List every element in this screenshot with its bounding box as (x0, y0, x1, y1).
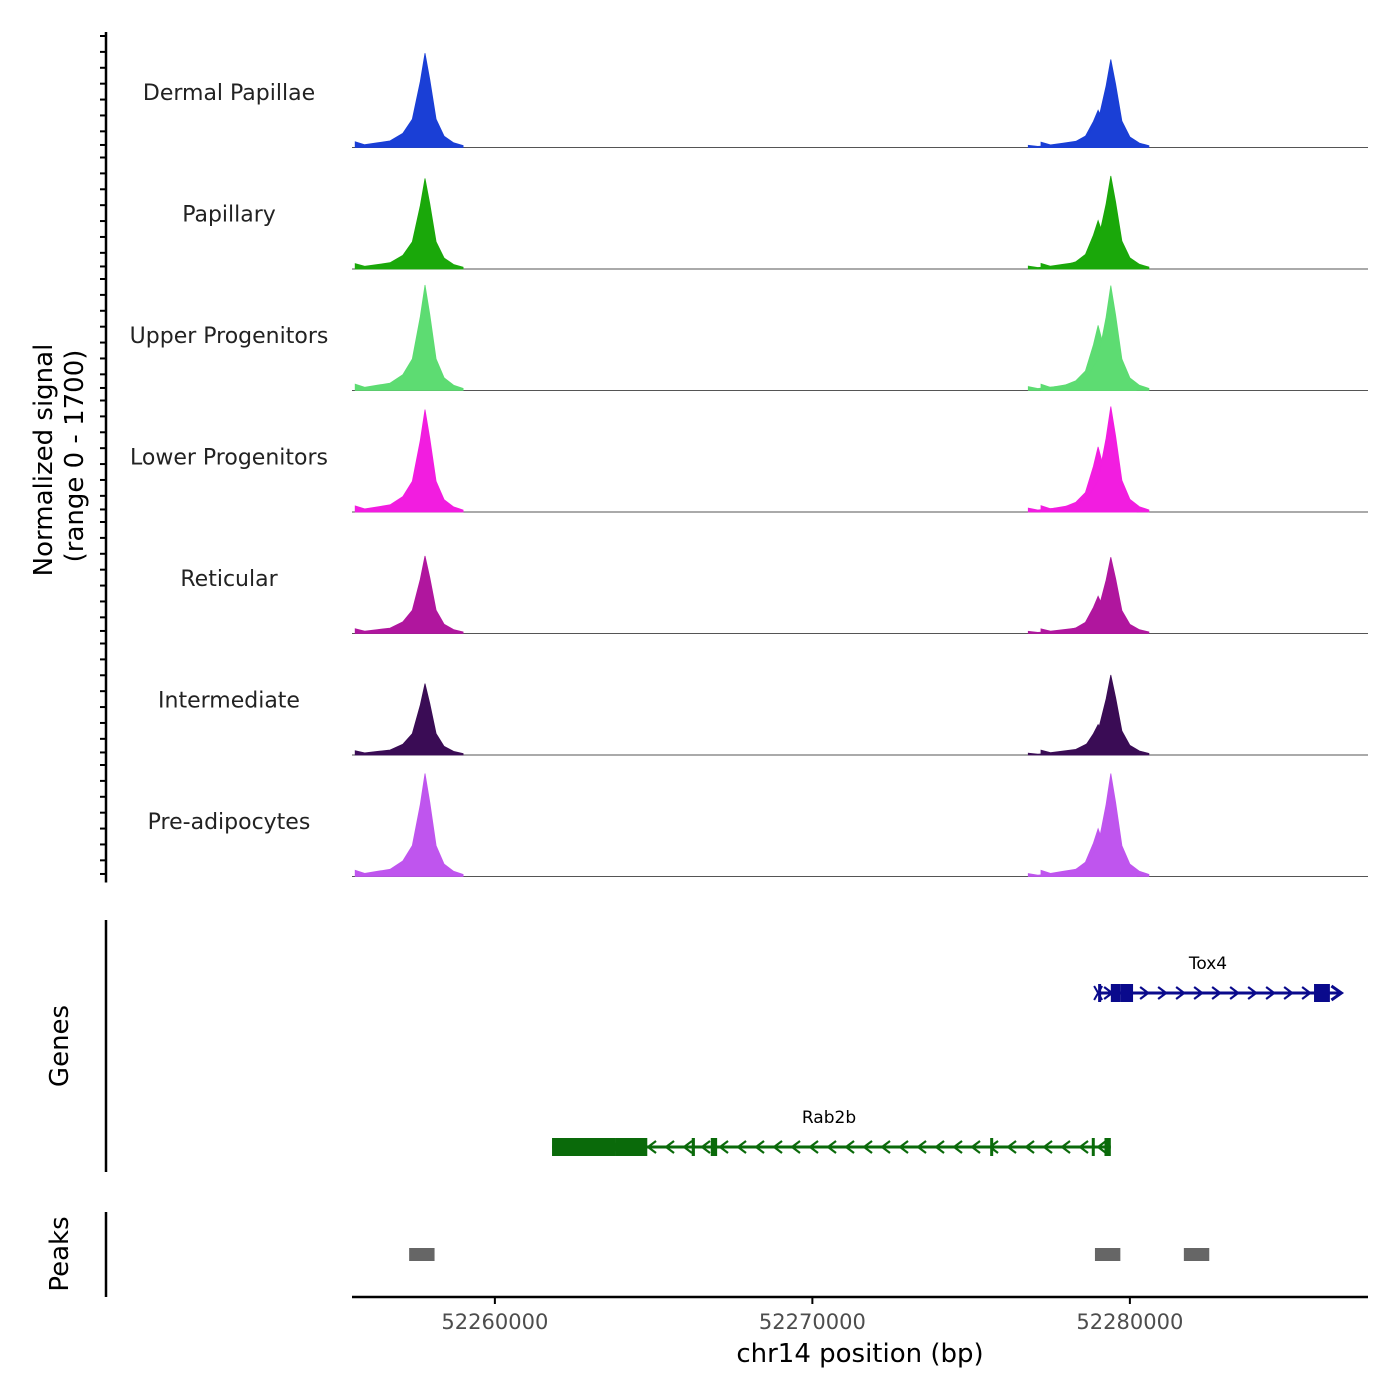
coverage-peak (354, 178, 464, 270)
strand-chevron (1060, 1140, 1071, 1154)
track-intermediate: Intermediate (158, 674, 1368, 756)
strand-chevron (826, 1140, 837, 1154)
strand-chevron (1247, 986, 1258, 1000)
strand-chevron (1211, 986, 1222, 1000)
y-axis-range-label: (range 0 - 1700) (60, 350, 90, 563)
track-dermal-papillae: Dermal Papillae (143, 53, 1368, 148)
gene-track: Tox4 Rab2b (104, 920, 1345, 1172)
gene-label: Tox4 (1188, 954, 1227, 974)
track-label: Upper Progenitors (130, 324, 329, 349)
track-upper-progenitors: Upper Progenitors (130, 284, 1368, 391)
gene-exon (990, 1138, 994, 1156)
peak-region (409, 1248, 435, 1261)
y-axis-label: Normalized signal (29, 344, 59, 577)
coverage-peak (1040, 674, 1150, 756)
track-label: Pre-adipocytes (148, 810, 311, 835)
strand-chevron (1157, 986, 1168, 1000)
strand-chevron (880, 1140, 891, 1154)
peak-track (104, 1212, 1210, 1297)
gene-exon (615, 1138, 648, 1156)
track-label: Intermediate (158, 689, 300, 714)
strand-chevron (1301, 986, 1312, 1000)
track-pre-adipocytes: Pre-adipocytes (148, 773, 1368, 877)
gene-exon (1104, 1138, 1111, 1156)
strand-chevron (1042, 1140, 1053, 1154)
gene-exon (1110, 984, 1121, 1002)
strand-chevron (934, 1140, 945, 1154)
genes-axis-label: Genes (45, 1005, 75, 1087)
strand-chevron (970, 1140, 981, 1154)
track-label: Papillary (182, 203, 276, 228)
coverage-peak (354, 53, 464, 148)
strand-chevron (736, 1140, 747, 1154)
coverage-peak (1040, 285, 1150, 391)
strand-chevron (1193, 986, 1204, 1000)
strand-chevron (1096, 1140, 1107, 1154)
strand-chevron (1024, 1140, 1035, 1154)
signal-y-axis (100, 32, 108, 883)
strand-chevron (952, 1140, 963, 1154)
strand-chevron (862, 1140, 873, 1154)
track-lower-progenitors: Lower Progenitors (130, 406, 1368, 513)
peak-region (1183, 1248, 1210, 1261)
x-tick-label: 52270000 (759, 1310, 866, 1334)
coverage-peak (354, 683, 464, 756)
strand-chevron (718, 1140, 729, 1154)
track-label: Reticular (180, 567, 278, 592)
gene-exon (1120, 984, 1134, 1002)
coverage-peak (354, 409, 464, 513)
gene-tox4: Tox4 (1093, 954, 1345, 1002)
strand-chevron (1265, 986, 1276, 1000)
gene-label: Rab2b (802, 1108, 856, 1128)
gene-exon (710, 1138, 718, 1156)
x-tick-label: 52260000 (441, 1310, 548, 1334)
strand-chevron (808, 1140, 819, 1154)
strand-chevron (772, 1140, 783, 1154)
gene-rab2b: Rab2b (552, 1108, 1111, 1156)
coverage-peak (1040, 175, 1150, 270)
strand-chevron (916, 1140, 927, 1154)
track-label: Dermal Papillae (143, 81, 315, 106)
strand-chevron (1139, 986, 1150, 1000)
gene-exon (691, 1138, 695, 1156)
strand-chevron (1229, 986, 1240, 1000)
gene-exon (552, 1138, 616, 1156)
strand-chevron (1006, 1140, 1017, 1154)
coverage-peak (1040, 557, 1150, 634)
track-label: Lower Progenitors (130, 446, 328, 471)
coverage-peak (354, 555, 464, 634)
track-papillary: Papillary (182, 175, 1368, 270)
x-axis: 52260000 52270000 52280000 (352, 1295, 1368, 1334)
coverage-peak (1040, 406, 1150, 513)
strand-chevron (988, 1140, 999, 1154)
strand-chevron (664, 1140, 675, 1154)
track-reticular: Reticular (180, 555, 1368, 634)
peaks-axis-label: Peaks (45, 1216, 75, 1291)
strand-chevron (682, 1140, 693, 1154)
coverage-peak (1040, 59, 1150, 148)
strand-chevron (754, 1140, 765, 1154)
gene-exon (1314, 984, 1330, 1002)
gene-exon (1098, 984, 1102, 1002)
strand-chevron (1283, 986, 1294, 1000)
strand-chevron (844, 1140, 855, 1154)
coverage-tracks: Dermal Papillae Papillary Upper Progenitor… (130, 53, 1368, 877)
coverage-peak (354, 284, 464, 391)
x-axis-title: chr14 position (bp) (736, 1339, 983, 1369)
strand-chevron (646, 1140, 657, 1154)
x-tick-label: 52280000 (1076, 1310, 1183, 1334)
strand-chevron (1175, 986, 1186, 1000)
strand-chevron (700, 1140, 711, 1154)
strand-chevron (1078, 1140, 1089, 1154)
strand-chevron (898, 1140, 909, 1154)
peak-region (1094, 1248, 1121, 1261)
gene-exon (1091, 1138, 1095, 1156)
coverage-peak (1040, 773, 1150, 877)
coverage-peak (354, 773, 464, 877)
strand-chevron (790, 1140, 801, 1154)
gene-end-arrow (1330, 984, 1345, 1002)
